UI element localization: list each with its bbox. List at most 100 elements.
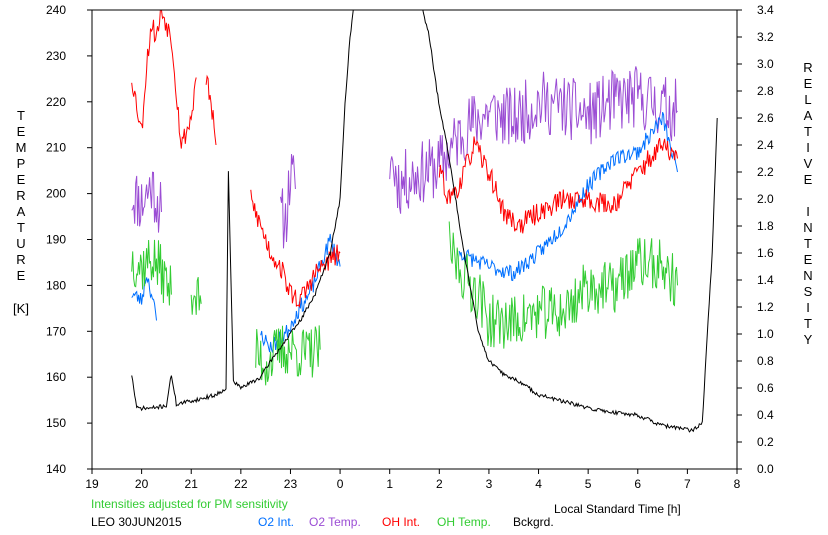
y-right-label-letter: N [803,268,812,283]
x-tick-label: 21 [185,477,199,491]
y-right-tick-label: 3.2 [757,30,774,44]
y-left-tick-label: 210 [46,141,66,155]
y-left-label-letter: E [17,268,26,283]
y-right-label-letter: T [804,124,812,139]
x-tick-label: 20 [135,477,149,491]
y-left-label-letter: T [17,108,25,123]
series-line-oh-int [131,10,197,149]
x-axis-ticks: 19 20 21 22 23 0 1 2 3 4 5 6 7 8 [85,469,741,491]
y-right-tick-label: 2.8 [757,84,774,98]
y-right-tick-label: 3.4 [757,3,774,17]
y-right-tick-label: 1.6 [757,246,774,260]
y-right-tick-label: 1.2 [757,300,774,314]
series-line-bckgrd [422,10,718,433]
series-line-bckgrd [131,10,354,412]
x-tick-label: 0 [337,477,344,491]
y-right-tick-label: 1.4 [757,273,774,287]
y-right-label-letter: E [804,76,813,91]
series-line-oh-int [205,74,217,146]
y-right-tick-label: 0.8 [757,354,774,368]
x-tick-label: 7 [684,477,691,491]
y-right-tick-label: 1.8 [757,219,774,233]
y-right-label-letter: I [806,140,810,155]
x-tick-label: 19 [85,477,99,491]
y-left-tick-label: 190 [46,233,66,247]
x-tick-label: 5 [585,477,592,491]
y-right-label-letter: R [803,60,812,75]
y-left-label-letter: A [17,204,26,219]
y-right-tick-label: 0.4 [757,408,774,422]
y-right-label-letter: L [804,92,811,107]
y-right-tick-label: 2.6 [757,111,774,125]
legend-item: Bckgrd. [513,515,554,529]
series-line-o2-int [458,112,678,282]
y-left-unit: [K] [13,301,29,316]
y-left-tick-label: 180 [46,278,66,292]
y-right-label-letter: Y [804,332,813,347]
y-right-ticks: 0.0 0.2 0.4 0.6 0.8 1.0 1.2 1.4 1.6 1.8 2.0 2.2 2.4 2… [737,3,774,476]
x-tick-label: 2 [436,477,443,491]
y-right-label-letter: T [804,316,812,331]
y-right-label-letter: T [804,236,812,251]
y-left-tick-label: 240 [46,3,66,17]
y-right-tick-label: 3.0 [757,57,774,71]
y-right-tick-label: 0.0 [757,462,774,476]
series-line-oh-temp [255,325,321,386]
y-right-tick-label: 1.0 [757,327,774,341]
y-right-label-letter: I [806,300,810,315]
series-line-oh-int [438,136,678,234]
series-line-o2-temp [280,154,296,249]
y-left-label-letter: M [16,140,27,155]
series-line-o2-int [260,233,341,353]
x-tick-label: 8 [734,477,741,491]
legend-item: O2 Int. [258,515,294,529]
y-left-label-letter: R [16,188,25,203]
y-left-label-letter: T [17,220,25,235]
x-tick-label: 6 [634,477,641,491]
x-tick-label: 3 [486,477,493,491]
y-left-label-letter: E [17,172,26,187]
y-left-tick-label: 160 [46,370,66,384]
legend-item: OH Temp. [437,515,491,529]
y-right-label-letter: I [806,204,810,219]
y-left-label-letter: P [17,156,26,171]
y-right-label-letter: S [804,284,813,299]
legend: O2 Int. O2 Temp. OH Int. OH Temp. Bckgrd… [258,515,554,529]
y-right-tick-label: 2.2 [757,165,774,179]
series-line-oh-temp [190,276,202,315]
x-tick-label: 4 [535,477,542,491]
y-right-label-letter: N [803,220,812,235]
y-right-label-letter: V [804,156,813,171]
station-label: LEO 30JUN2015 [91,515,182,529]
y-left-label-letter: R [16,252,25,267]
y-left-tick-label: 150 [46,416,66,430]
series-group [131,10,718,433]
y-right-tick-label: 0.2 [757,435,774,449]
y-right-label-letter: E [804,252,813,267]
y-right-label-letter: A [804,108,813,123]
series-line-o2-temp [389,66,678,214]
y-left-ticks: 140 150 160 170 180 190 200 210 220 230 240 [46,3,92,476]
legend-item: OH Int. [382,515,420,529]
y-left-tick-label: 220 [46,95,66,109]
note-text: Intensities adjusted for PM sensitivity [91,497,288,511]
y-right-tick-label: 0.6 [757,381,774,395]
y-left-label-letter: E [17,124,26,139]
x-tick-label: 1 [386,477,393,491]
legend-item: O2 Temp. [309,515,361,529]
y-left-tick-label: 230 [46,49,66,63]
x-tick-label: 22 [234,477,248,491]
y-right-tick-label: 2.0 [757,192,774,206]
series-line-o2-temp [131,171,162,233]
y-right-label-letter: E [804,172,813,187]
series-line-oh-temp [131,239,172,306]
x-axis-label: Local Standard Time [h] [554,502,681,516]
series-line-oh-int [250,189,341,308]
series-line-oh-temp [448,221,678,349]
y-left-label-letter: U [16,236,25,251]
series-line-o2-int [131,277,157,321]
y-left-tick-label: 170 [46,324,66,338]
y-left-tick-label: 200 [46,187,66,201]
